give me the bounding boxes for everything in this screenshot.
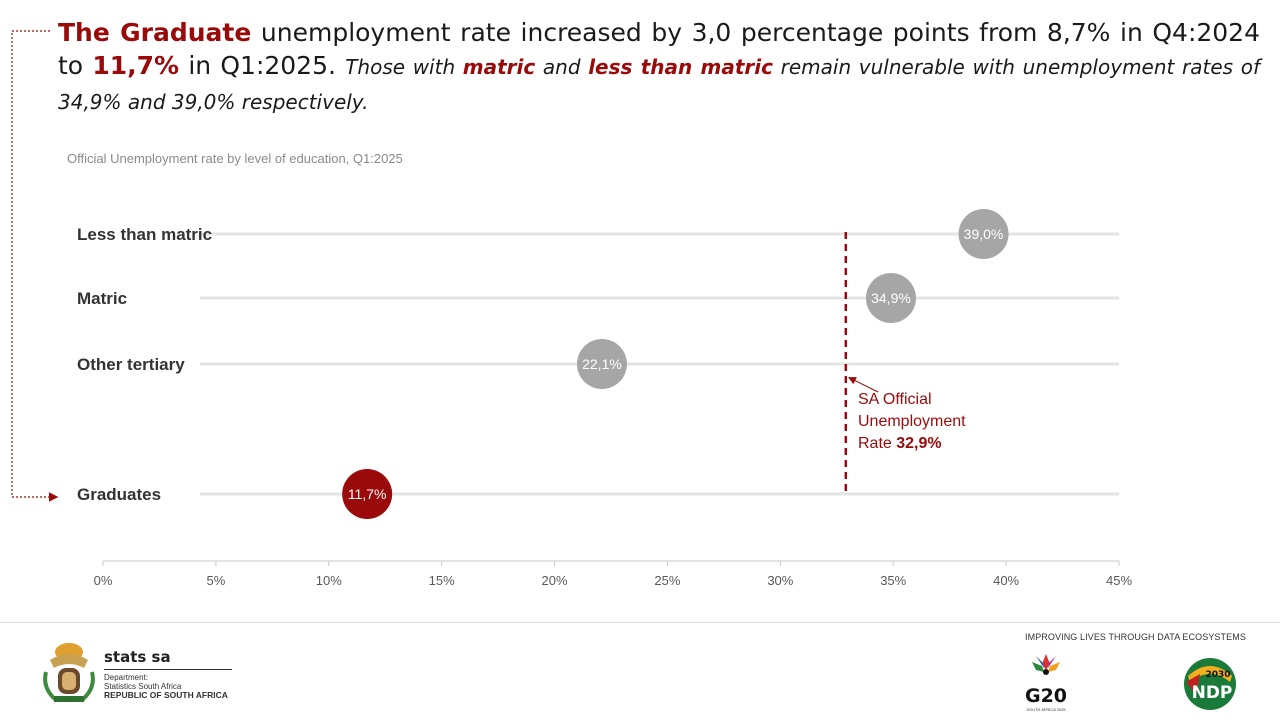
dept-line-3: REPUBLIC OF SOUTH AFRICA [104, 690, 228, 700]
dept-line-1: Department: [104, 673, 149, 682]
dot-chart: Less than matric Matric Other tertiary Grad… [11, 30, 1132, 588]
g20-text: G20 [1025, 685, 1067, 707]
ndp-logo: 2030 NDP [1184, 658, 1236, 710]
ndp-text: NDP [1192, 683, 1233, 703]
g20-subtext: SOUTH AFRICA 2025 [1026, 707, 1066, 712]
headline-matric: matric [462, 55, 536, 79]
x-tick-label: 15% [429, 573, 455, 588]
headline-pointer-arrow [11, 30, 59, 502]
dept-line-2: Statistics South Africa [104, 682, 182, 691]
headline-sub-2: and [535, 55, 589, 79]
org-rule [104, 669, 232, 670]
headline-sub-3: remain vulnerable with unemployment rate… [58, 55, 1260, 114]
x-tick-label: 30% [767, 573, 793, 588]
data-label: 11,7% [348, 486, 387, 502]
reference-line-label: SA Official Unemployment Rate 32,9% [858, 391, 966, 452]
org-name: stats sa [104, 648, 171, 666]
data-point [958, 209, 1009, 259]
g20-logo: G20 SOUTH AFRICA 2025 [1025, 654, 1067, 712]
x-tick-label: 40% [993, 573, 1019, 588]
x-tick-label: 45% [1106, 573, 1132, 588]
tagline: IMPROVING LIVES THROUGH DATA ECOSYSTEMS [1025, 632, 1246, 642]
x-tick-label: 10% [316, 573, 342, 588]
data-label: 39,0% [964, 226, 1004, 242]
headline-graduate: The Graduate [58, 18, 252, 47]
reference-label-value: 32,9% [896, 435, 941, 452]
category-label: Matric [77, 289, 127, 308]
category-label: Less than matric [77, 225, 212, 244]
data-label: 22,1% [582, 356, 622, 372]
ndp-year: 2030 [1205, 670, 1230, 680]
headline-graduate-rate: 11,7% [92, 51, 180, 80]
reference-label-line: Rate [858, 435, 896, 452]
headline-text-2: in Q1:2025. [179, 51, 346, 80]
headline: The Graduate unemployment rate increased… [58, 16, 1260, 119]
reference-label-arrow [848, 377, 879, 393]
headline-less-than-matric: less than matric [588, 55, 773, 79]
category-label: Graduates [77, 485, 161, 504]
data-label: 34,9% [871, 290, 911, 306]
department-text: Department: Statistics South Africa REPU… [104, 673, 228, 700]
footer-divider [0, 622, 1280, 623]
reference-label-line: SA Official [858, 391, 932, 408]
headline-subtext: Those with matric and less than matric r… [58, 55, 1260, 114]
chart-title: Official Unemployment rate by level of e… [67, 151, 403, 166]
reference-label-line: Unemployment [858, 413, 966, 430]
category-label: Other tertiary [77, 355, 185, 374]
data-point [342, 469, 393, 519]
x-tick-label: 35% [880, 573, 906, 588]
x-tick-label: 20% [542, 573, 568, 588]
x-tick-label: 25% [654, 573, 680, 588]
data-point [865, 273, 916, 323]
coat-of-arms-logo [43, 643, 95, 702]
data-point [576, 339, 627, 389]
headline-text-1: unemployment rate increased by 3,0 perce… [58, 18, 1260, 80]
x-tick-label: 5% [206, 573, 225, 588]
headline-sub-1: Those with [345, 55, 463, 79]
x-tick-label: 0% [94, 573, 113, 588]
